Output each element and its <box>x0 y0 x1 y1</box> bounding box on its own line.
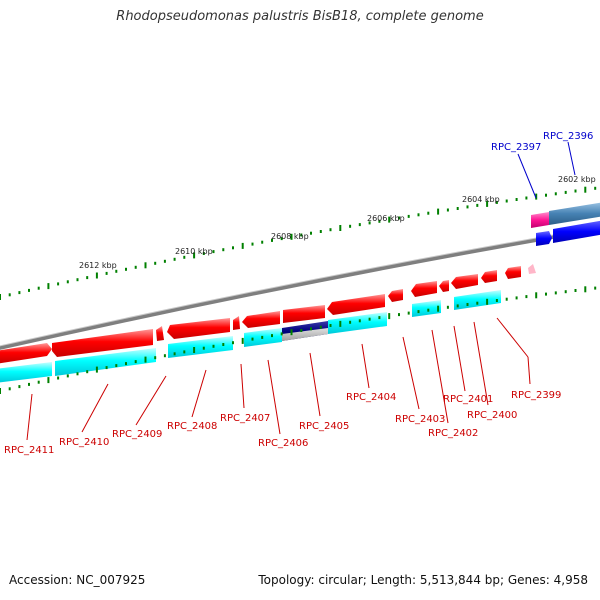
leader-line <box>26 393 33 441</box>
gene-label-rpc-2399: RPC_2399 <box>511 390 561 401</box>
gene-rpc-2409-shape <box>156 326 164 341</box>
gene-rpc-2403-shape <box>388 289 403 302</box>
gene-rpc-2396-rev <box>553 220 600 243</box>
gene-label-rpc-2401: RPC_2401 <box>443 394 493 405</box>
leader-line <box>567 141 576 176</box>
leader-line <box>496 317 529 358</box>
gene-rpc-2397-rev <box>536 231 552 246</box>
scale-label: 2610 kbp <box>175 247 213 256</box>
map-title: Rhodopseudomonas palustris BisB18, compl… <box>116 9 484 24</box>
leader-line <box>527 356 531 385</box>
gene-labels: RPC_2396 RPC_2397 RPC_2399 RPC_2400 RPC_… <box>4 131 593 456</box>
genome-summary-text: Topology: circular; Length: 5,513,844 bp… <box>258 573 588 587</box>
gene-rpc-2406-shape <box>242 311 280 328</box>
gene-label-rpc-2410: RPC_2410 <box>59 437 109 448</box>
gene-label-rpc-2403: RPC_2403 <box>395 414 445 425</box>
leader-line <box>431 329 449 424</box>
gene-rpc-2402-shape <box>411 281 437 297</box>
forward-strand-genes <box>0 264 536 364</box>
gene-rpc-2408-rev <box>168 336 233 358</box>
gene-rpc-2408-shape <box>167 318 230 339</box>
gene-rpc-2399-shape <box>505 266 521 279</box>
gene-rpc-2405-rev-grey <box>282 328 328 341</box>
gene-label-rpc-2404: RPC_2404 <box>346 392 396 403</box>
gene-rpc-2410-shape <box>52 329 153 357</box>
scale-label: 2606 kbp <box>367 214 405 223</box>
reverse-strand-genes <box>0 202 600 383</box>
leader-line <box>517 153 537 199</box>
gene-rpc-2407-shape <box>233 316 240 330</box>
leader-line <box>81 383 109 433</box>
gene-label-rpc-2397: RPC_2397 <box>491 142 541 153</box>
gene-label-rpc-2408: RPC_2408 <box>167 421 217 432</box>
gene-rpc-2400-shape <box>451 274 478 289</box>
scale-ticks <box>0 186 597 394</box>
gene-rpc-2400b-shape <box>481 270 497 283</box>
gene-label-rpc-2402: RPC_2402 <box>428 428 478 439</box>
gene-rpc-2401-shape <box>439 280 449 292</box>
gene-rpc-2404-rev <box>328 312 387 334</box>
scale-label: 2602 kbp <box>558 175 596 184</box>
scale-labels: 2602 kbp 2604 kbp 2606 kbp 2608 kbp 2610… <box>79 175 596 270</box>
scale-label: 2612 kbp <box>79 261 117 270</box>
leader-line <box>361 343 370 389</box>
gene-label-rpc-2406: RPC_2406 <box>258 438 308 449</box>
gene-label-rpc-2405: RPC_2405 <box>299 421 349 432</box>
gene-rpc-2396-shape <box>549 202 600 225</box>
gene-label-rpc-2407: RPC_2407 <box>220 413 270 424</box>
leader-line <box>402 336 420 410</box>
scale-label: 2604 kbp <box>462 195 500 204</box>
gene-label-rpc-2409: RPC_2409 <box>112 429 162 440</box>
genome-backbone-highlight <box>0 226 600 347</box>
leader-line <box>240 363 245 409</box>
gene-label-rpc-2400: RPC_2400 <box>467 410 517 421</box>
gene-rpc-2397-shape <box>531 212 549 228</box>
gene-rpc-2400-rev <box>454 290 501 310</box>
leader-line <box>453 325 466 392</box>
leader-line <box>135 375 167 426</box>
gene-rpc-2410-rev <box>55 348 156 376</box>
scale-label: 2608 kbp <box>271 232 309 241</box>
leader-line <box>267 359 281 435</box>
gene-rpc-2402-rev <box>412 300 441 317</box>
leader-line <box>191 369 207 418</box>
leader-line <box>473 321 489 406</box>
gene-rpc-2411-shape <box>0 343 52 364</box>
gene-label-rpc-2411: RPC_2411 <box>4 445 54 456</box>
gene-rpc-2398-shape <box>528 264 536 274</box>
accession-text: Accession: NC_007925 <box>9 573 146 587</box>
gene-rpc-2404-shape <box>327 294 385 315</box>
gene-label-rpc-2396: RPC_2396 <box>543 131 593 142</box>
leader-lines <box>26 141 576 441</box>
gene-rpc-2411-rev <box>0 362 52 383</box>
gene-rpc-2405-shape <box>283 305 325 323</box>
genome-backbone <box>0 226 600 350</box>
leader-line <box>309 352 321 417</box>
